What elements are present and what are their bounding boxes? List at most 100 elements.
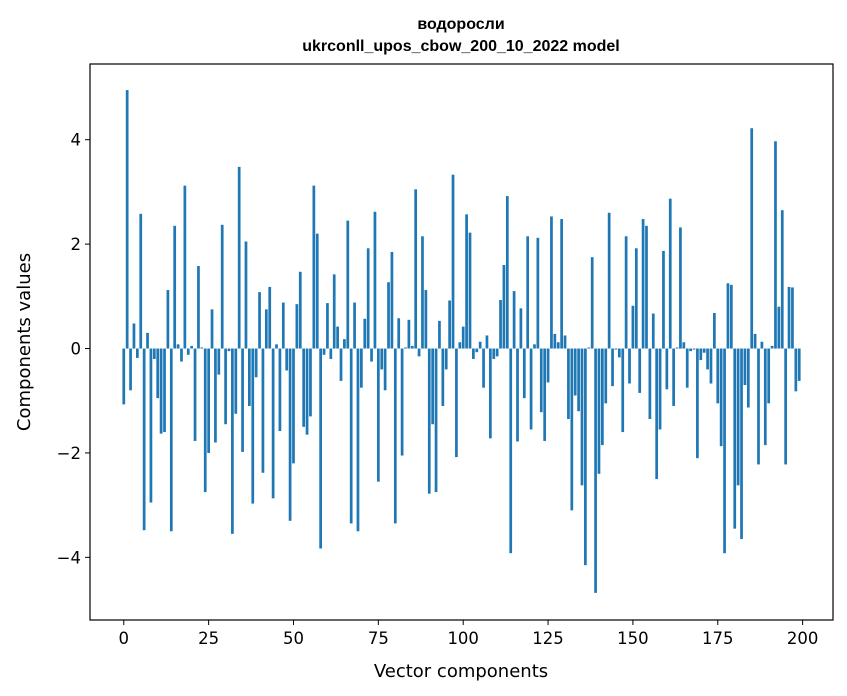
- bar-167: [689, 348, 692, 352]
- y-axis-label: Components values: [14, 253, 35, 431]
- bar-17: [180, 348, 183, 362]
- bar-185: [750, 128, 754, 349]
- bar-71: [363, 318, 367, 349]
- bar-192: [774, 141, 777, 349]
- bar-164: [679, 227, 682, 349]
- bar-176: [719, 348, 723, 447]
- x-tick-label: 175: [702, 629, 734, 648]
- bar-37: [248, 348, 251, 406]
- bar-45: [275, 344, 278, 349]
- bar-43: [268, 286, 272, 349]
- bar-9: [152, 348, 156, 359]
- bar-135: [580, 348, 584, 486]
- bar-14: [169, 348, 173, 532]
- bar-59: [322, 348, 326, 355]
- y-tick-label: 2: [71, 235, 82, 254]
- bar-196: [787, 286, 791, 349]
- bar-174: [713, 313, 716, 349]
- bar-124: [543, 348, 547, 441]
- bar-152: [638, 348, 642, 393]
- bars-group: [122, 90, 801, 593]
- bar-143: [607, 212, 611, 349]
- bar-61: [329, 348, 333, 359]
- bar-161: [668, 198, 672, 349]
- bar-65: [343, 339, 346, 349]
- bar-13: [166, 290, 170, 349]
- bar-21: [193, 348, 197, 441]
- bar-24: [203, 348, 207, 493]
- bar-155: [648, 348, 652, 420]
- bar-54: [305, 348, 309, 435]
- bar-181: [736, 348, 740, 486]
- bar-189: [763, 348, 767, 446]
- x-axis-ticks: 0 25 50 75 100 125 150 175 200: [119, 620, 818, 648]
- bar-162: [672, 348, 675, 406]
- bar-33: [234, 348, 238, 414]
- bar-31: [227, 348, 231, 352]
- bar-108: [488, 348, 492, 439]
- bar-62: [332, 274, 336, 349]
- bar-177: [723, 348, 726, 554]
- bar-175: [716, 348, 720, 404]
- bar-96: [448, 300, 451, 349]
- bar-126: [550, 216, 553, 349]
- bar-127: [553, 333, 557, 349]
- bar-15: [173, 225, 177, 349]
- bar-101: [465, 214, 468, 349]
- x-tick-label: 50: [283, 629, 304, 648]
- y-tick-label: −4: [57, 548, 81, 567]
- bar-193: [777, 306, 781, 349]
- bar-111: [499, 299, 502, 349]
- bar-73: [370, 348, 373, 362]
- bar-85: [410, 345, 414, 349]
- bar-10: [156, 348, 160, 399]
- bar-89: [424, 290, 428, 349]
- bar-48: [285, 348, 289, 371]
- bar-86: [414, 189, 418, 349]
- bar-110: [495, 348, 499, 357]
- bar-16: [176, 344, 180, 349]
- bar-1: [125, 90, 129, 349]
- bar-0: [122, 348, 126, 405]
- bar-53: [302, 348, 306, 427]
- bar-20: [190, 345, 194, 349]
- bar-165: [682, 342, 686, 349]
- chart-title-line1: водоросли: [417, 16, 504, 33]
- bar-82: [400, 348, 404, 456]
- bar-83: [404, 347, 407, 349]
- bar-5: [139, 213, 143, 349]
- bar-159: [662, 250, 665, 349]
- bar-100: [461, 326, 465, 349]
- bar-27: [214, 348, 217, 443]
- bar-38: [251, 348, 255, 504]
- bar-112: [502, 265, 506, 349]
- bar-160: [665, 348, 669, 390]
- bar-52: [298, 271, 302, 349]
- x-tick-label: 75: [368, 629, 389, 648]
- bar-44: [271, 348, 275, 499]
- bar-76: [380, 348, 384, 370]
- bar-95: [444, 348, 448, 370]
- bar-153: [641, 219, 645, 349]
- bar-75: [376, 348, 380, 482]
- y-tick-label: −2: [57, 444, 81, 463]
- bar-67: [349, 348, 353, 524]
- bar-122: [536, 237, 540, 349]
- bar-32: [231, 348, 234, 534]
- bar-74: [373, 211, 377, 349]
- chart-title-line2: ukrconll_upos_cbow_200_10_2022 model: [302, 38, 619, 55]
- bar-12: [163, 348, 166, 433]
- bar-123: [539, 348, 543, 413]
- bar-92: [434, 348, 438, 493]
- bar-104: [475, 348, 479, 353]
- bar-35: [241, 348, 244, 452]
- bar-169: [696, 348, 699, 459]
- bar-47: [281, 302, 285, 349]
- bar-42: [264, 309, 268, 349]
- x-axis-label: Vector components: [374, 661, 548, 682]
- bar-131: [567, 348, 570, 420]
- bar-56: [312, 185, 316, 349]
- x-tick-label: 125: [532, 629, 564, 648]
- bar-170: [699, 348, 703, 361]
